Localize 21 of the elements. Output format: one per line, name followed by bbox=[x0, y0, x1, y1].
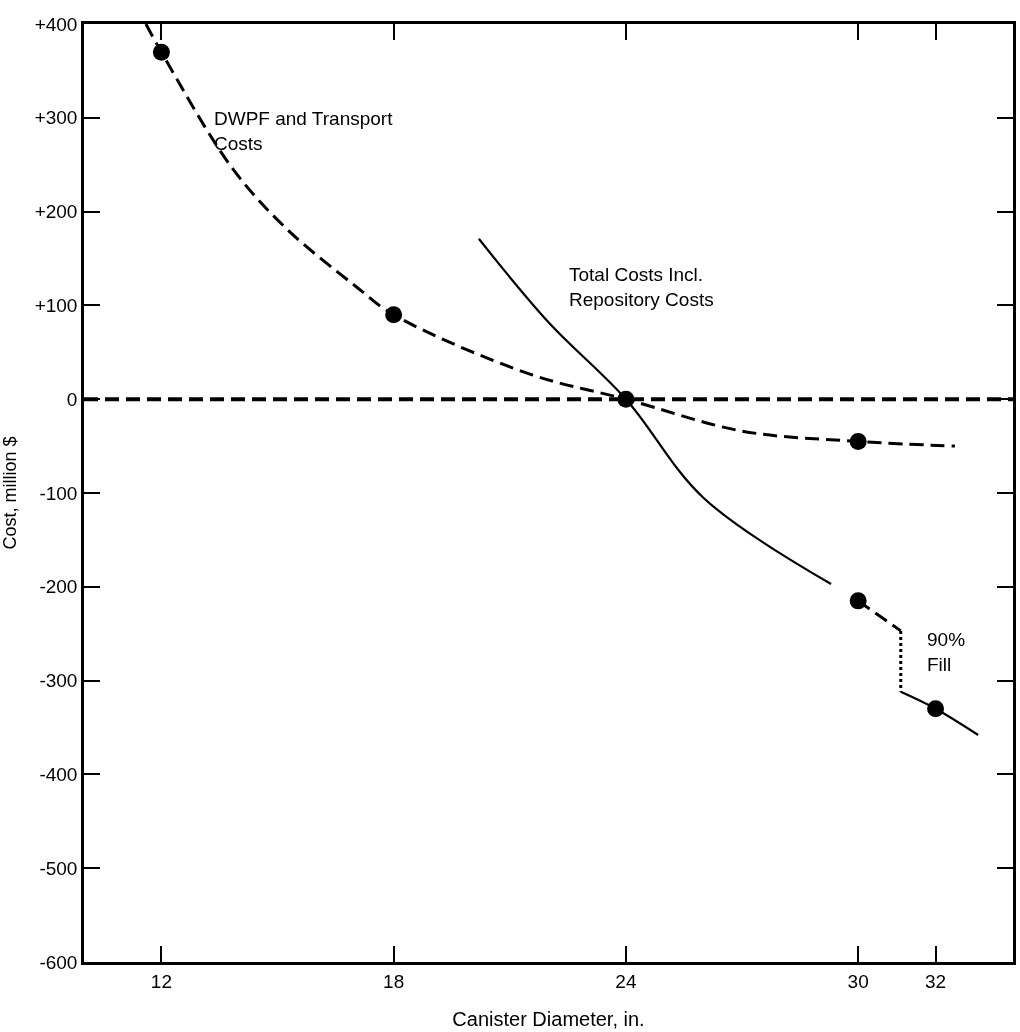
y-tick-label: +400 bbox=[34, 13, 78, 35]
y-tick-label: -400 bbox=[39, 764, 78, 786]
y-tick-label: -500 bbox=[39, 857, 78, 879]
y-tick-label: -100 bbox=[39, 482, 78, 504]
y-axis-title: Cost, million $ bbox=[0, 436, 20, 550]
x-tick-label: 12 bbox=[150, 970, 172, 992]
y-tick-label: -300 bbox=[39, 670, 78, 692]
annotation: 90% Fill bbox=[927, 629, 966, 675]
y-tick-label: 0 bbox=[66, 388, 78, 410]
annotation: DWPF and Transport Costs bbox=[214, 108, 394, 154]
y-tick-label: +300 bbox=[34, 107, 78, 129]
y-tick-label: -600 bbox=[39, 951, 78, 973]
x-tick-label: 30 bbox=[847, 970, 869, 992]
y-tick-label: +200 bbox=[34, 201, 78, 223]
x-axis-title: Canister Diameter, in. bbox=[452, 1008, 645, 1031]
annotation: Total Costs Incl. Repository Costs bbox=[569, 264, 714, 310]
y-tick-label: -200 bbox=[39, 576, 78, 598]
x-tick-label: 24 bbox=[615, 970, 637, 992]
x-tick-label: 32 bbox=[925, 970, 947, 992]
x-tick-label: 18 bbox=[383, 970, 405, 992]
y-tick-label: +100 bbox=[34, 295, 78, 317]
